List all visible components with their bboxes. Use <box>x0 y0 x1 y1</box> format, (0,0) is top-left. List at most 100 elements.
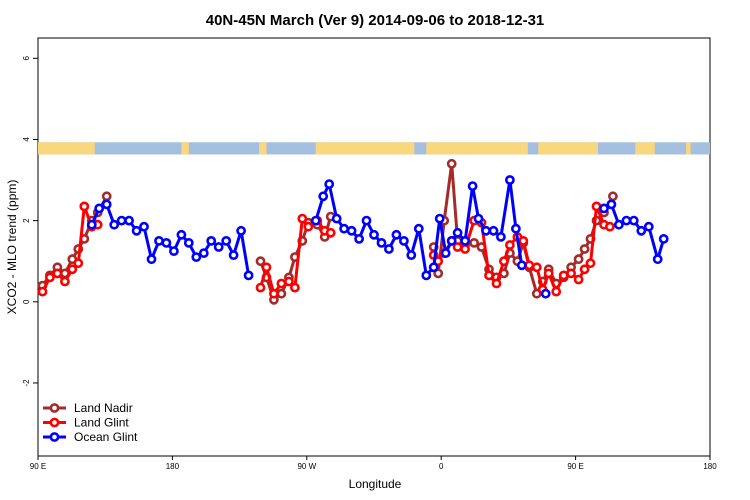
x-tick-label: 180 <box>703 462 717 471</box>
legend-swatch-point <box>49 403 60 413</box>
data-point <box>481 225 491 236</box>
data-point <box>558 270 569 281</box>
data-point <box>652 254 663 265</box>
legend-swatch-point <box>49 417 60 428</box>
legend-label: Land Nadir <box>74 401 133 415</box>
y-tick-label: 4 <box>22 137 31 142</box>
data-point <box>504 240 515 250</box>
data-point <box>361 215 372 226</box>
data-point <box>421 270 432 281</box>
data-point <box>228 250 239 260</box>
data-point <box>191 252 202 262</box>
data-point <box>236 225 246 236</box>
series-ocean-glint <box>86 175 669 299</box>
y-axis: -2 0 2 4 6 <box>22 56 38 387</box>
plot-frame <box>37 37 711 457</box>
data-point <box>261 262 272 273</box>
data-point <box>473 213 484 224</box>
data-point <box>446 235 457 246</box>
data-point <box>289 282 300 293</box>
data-point <box>183 237 194 248</box>
data-point <box>67 264 78 275</box>
data-point <box>452 242 463 252</box>
data-point <box>452 227 463 238</box>
chart-title: 40N-45N March (Ver 9) 2014-09-06 to 2018… <box>206 12 545 29</box>
data-point <box>391 229 402 240</box>
data-point <box>383 244 394 254</box>
data-point <box>460 244 470 254</box>
data-point <box>60 276 70 287</box>
land-band <box>635 142 655 155</box>
data-point <box>139 221 149 232</box>
data-point <box>398 235 409 246</box>
data-point <box>413 223 424 234</box>
data-point <box>297 213 308 224</box>
data-point <box>101 199 112 210</box>
y-tick-label: 6 <box>22 56 31 61</box>
data-point <box>376 237 387 248</box>
data-point <box>628 215 639 226</box>
data-point <box>354 233 364 244</box>
x-axis-label: Longitude <box>349 477 402 491</box>
y-tick-label: 0 <box>22 299 31 304</box>
data-point <box>255 256 266 267</box>
data-point <box>109 219 120 230</box>
data-point <box>339 223 349 234</box>
data-point <box>551 286 562 297</box>
data-point <box>469 237 479 248</box>
data-point <box>516 260 527 271</box>
land-band <box>538 142 598 155</box>
land-band <box>686 142 691 155</box>
data-point <box>585 258 596 269</box>
data-point <box>606 199 617 210</box>
legend-swatch-point <box>49 432 60 442</box>
data-point <box>540 288 551 299</box>
land-band <box>181 142 189 155</box>
data-point <box>79 201 90 212</box>
data-point <box>310 215 321 226</box>
data-point <box>325 227 336 238</box>
data-point <box>446 158 457 169</box>
data-point <box>86 219 97 230</box>
x-tick-label: 90 E <box>30 462 46 471</box>
data-point <box>101 191 112 202</box>
series-layer <box>37 158 669 305</box>
data-point <box>318 191 329 202</box>
data-point <box>276 288 287 299</box>
data-point <box>206 235 217 246</box>
data-point <box>116 215 127 226</box>
data-point <box>176 229 187 240</box>
data-point <box>488 225 499 236</box>
data-point <box>434 213 445 224</box>
data-point <box>131 225 142 236</box>
data-point <box>636 225 647 236</box>
data-point <box>255 282 266 293</box>
series-line <box>432 162 615 296</box>
data-point <box>331 213 342 224</box>
series-land-glint <box>37 201 615 299</box>
data-point <box>498 256 509 267</box>
data-point <box>276 278 287 289</box>
data-point <box>213 242 224 252</box>
x-axis: 90 E 180 90 W 0 90 E 180 <box>30 456 717 471</box>
land-band <box>426 142 528 155</box>
data-point <box>599 203 609 214</box>
land-band <box>38 142 95 155</box>
data-point <box>591 201 602 212</box>
data-point <box>303 221 314 232</box>
land-ocean-strip <box>38 142 710 155</box>
data-point <box>146 254 157 265</box>
data-point <box>94 203 105 214</box>
x-tick-label: 0 <box>439 462 444 471</box>
data-point <box>73 258 84 269</box>
data-point <box>161 237 172 248</box>
data-point <box>566 268 576 279</box>
data-point <box>658 233 669 244</box>
land-band <box>259 142 267 155</box>
legend-label: Ocean Glint <box>74 430 138 444</box>
data-point <box>221 235 232 246</box>
data-point <box>406 250 417 260</box>
series-line <box>603 202 666 261</box>
data-point <box>37 286 48 297</box>
